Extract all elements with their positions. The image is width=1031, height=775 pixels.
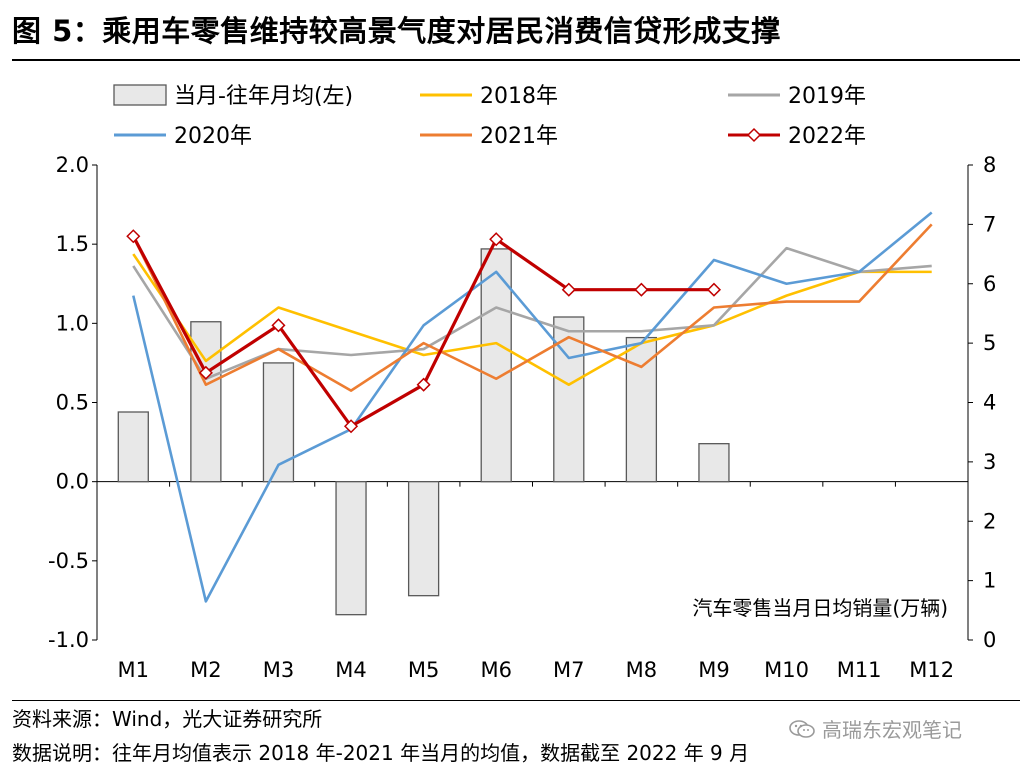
chart: 当月-往年月均(左) 2018年 2019年 2020年 2021年 2022年 -1.0… bbox=[48, 84, 996, 682]
bar bbox=[262, 362, 295, 483]
legend-swatch bbox=[113, 84, 167, 106]
right-tick-label: 1 bbox=[983, 569, 996, 593]
x-tick-label: M3 bbox=[263, 658, 294, 682]
source-note: 资料来源：Wind，光大证券研究所 bbox=[12, 707, 323, 731]
legend-label: 2020年 bbox=[174, 124, 252, 149]
left-tick-label: 0.0 bbox=[56, 470, 89, 494]
right-tick-label: 7 bbox=[983, 212, 996, 236]
x-tick-label: M10 bbox=[764, 658, 809, 682]
x-tick-label: M8 bbox=[626, 658, 657, 682]
legend-label: 当月-往年月均(左) bbox=[174, 84, 353, 109]
chart-title: 图 5：乘用车零售维持较高景气度对居民消费信贷形成支撑 bbox=[12, 14, 781, 48]
right-axis-label: 汽车零售当月日均销量(万辆) bbox=[692, 596, 948, 620]
series-lines bbox=[131, 211, 933, 603]
right-tick-label: 0 bbox=[983, 628, 996, 652]
series-marker bbox=[706, 282, 722, 297]
series-line bbox=[132, 211, 933, 603]
right-tick-label: 2 bbox=[983, 509, 996, 533]
left-tick-label: -1.0 bbox=[48, 628, 89, 652]
legend-label: 2018年 bbox=[480, 84, 558, 109]
left-tick-label: 1.0 bbox=[56, 311, 89, 335]
series-line bbox=[132, 223, 933, 392]
bars bbox=[117, 248, 730, 616]
series-marker bbox=[561, 282, 576, 297]
axes: -1.0 -0.5 0.0 0.5 1.0 1.5 2.0 0 1 2 3 4 5 6 7 8 M1 M2 M3 M4… bbox=[48, 153, 996, 682]
left-tick-label: 0.5 bbox=[56, 391, 89, 415]
x-tick-label: M1 bbox=[118, 658, 149, 682]
series-markers bbox=[126, 229, 722, 434]
series-marker bbox=[198, 365, 213, 380]
series-line bbox=[132, 253, 932, 386]
right-tick-label: 8 bbox=[983, 153, 996, 177]
x-tick-label: M5 bbox=[408, 658, 439, 682]
bar bbox=[117, 411, 149, 483]
x-tick-label: M6 bbox=[480, 658, 511, 682]
x-tick-label: M4 bbox=[335, 658, 366, 682]
data-note: 数据说明：往年月均值表示 2018 年-2021 年当月的均值，数据截至 202… bbox=[12, 741, 750, 765]
left-tick-label: -0.5 bbox=[48, 549, 89, 573]
bar bbox=[407, 481, 440, 597]
bar bbox=[480, 248, 512, 483]
watermark-text: 高瑞东宏观笔记 bbox=[822, 718, 962, 742]
legend-marker bbox=[746, 127, 762, 143]
legend-label: 2019年 bbox=[788, 84, 866, 109]
x-tick-label: M12 bbox=[909, 658, 954, 682]
right-tick-label: 3 bbox=[983, 450, 996, 474]
legend-label: 2021年 bbox=[480, 124, 558, 149]
right-tick-label: 5 bbox=[983, 331, 996, 355]
series-marker bbox=[126, 229, 141, 244]
series-marker bbox=[271, 318, 286, 333]
legend: 当月-往年月均(左) 2018年 2019年 2020年 2021年 2022年 bbox=[113, 84, 866, 149]
title-rule bbox=[12, 59, 1020, 61]
bar bbox=[698, 443, 730, 483]
bar bbox=[335, 481, 367, 616]
watermark: 高瑞东宏观笔记 bbox=[788, 714, 962, 743]
series-marker bbox=[634, 282, 649, 297]
wechat-icon bbox=[789, 719, 815, 738]
right-tick-label: 4 bbox=[983, 391, 996, 415]
series-marker bbox=[489, 232, 504, 247]
legend-label: 2022年 bbox=[788, 124, 866, 149]
left-tick-label: 1.5 bbox=[56, 232, 89, 256]
x-tick-label: M2 bbox=[190, 658, 221, 682]
series-marker bbox=[416, 377, 431, 392]
footer-rule bbox=[12, 700, 1020, 701]
right-tick-label: 6 bbox=[983, 272, 996, 296]
x-tick-label: M11 bbox=[837, 658, 882, 682]
series-marker bbox=[343, 419, 359, 434]
x-tick-label: M9 bbox=[698, 658, 729, 682]
left-tick-label: 2.0 bbox=[56, 153, 89, 177]
x-tick-label: M7 bbox=[553, 658, 584, 682]
